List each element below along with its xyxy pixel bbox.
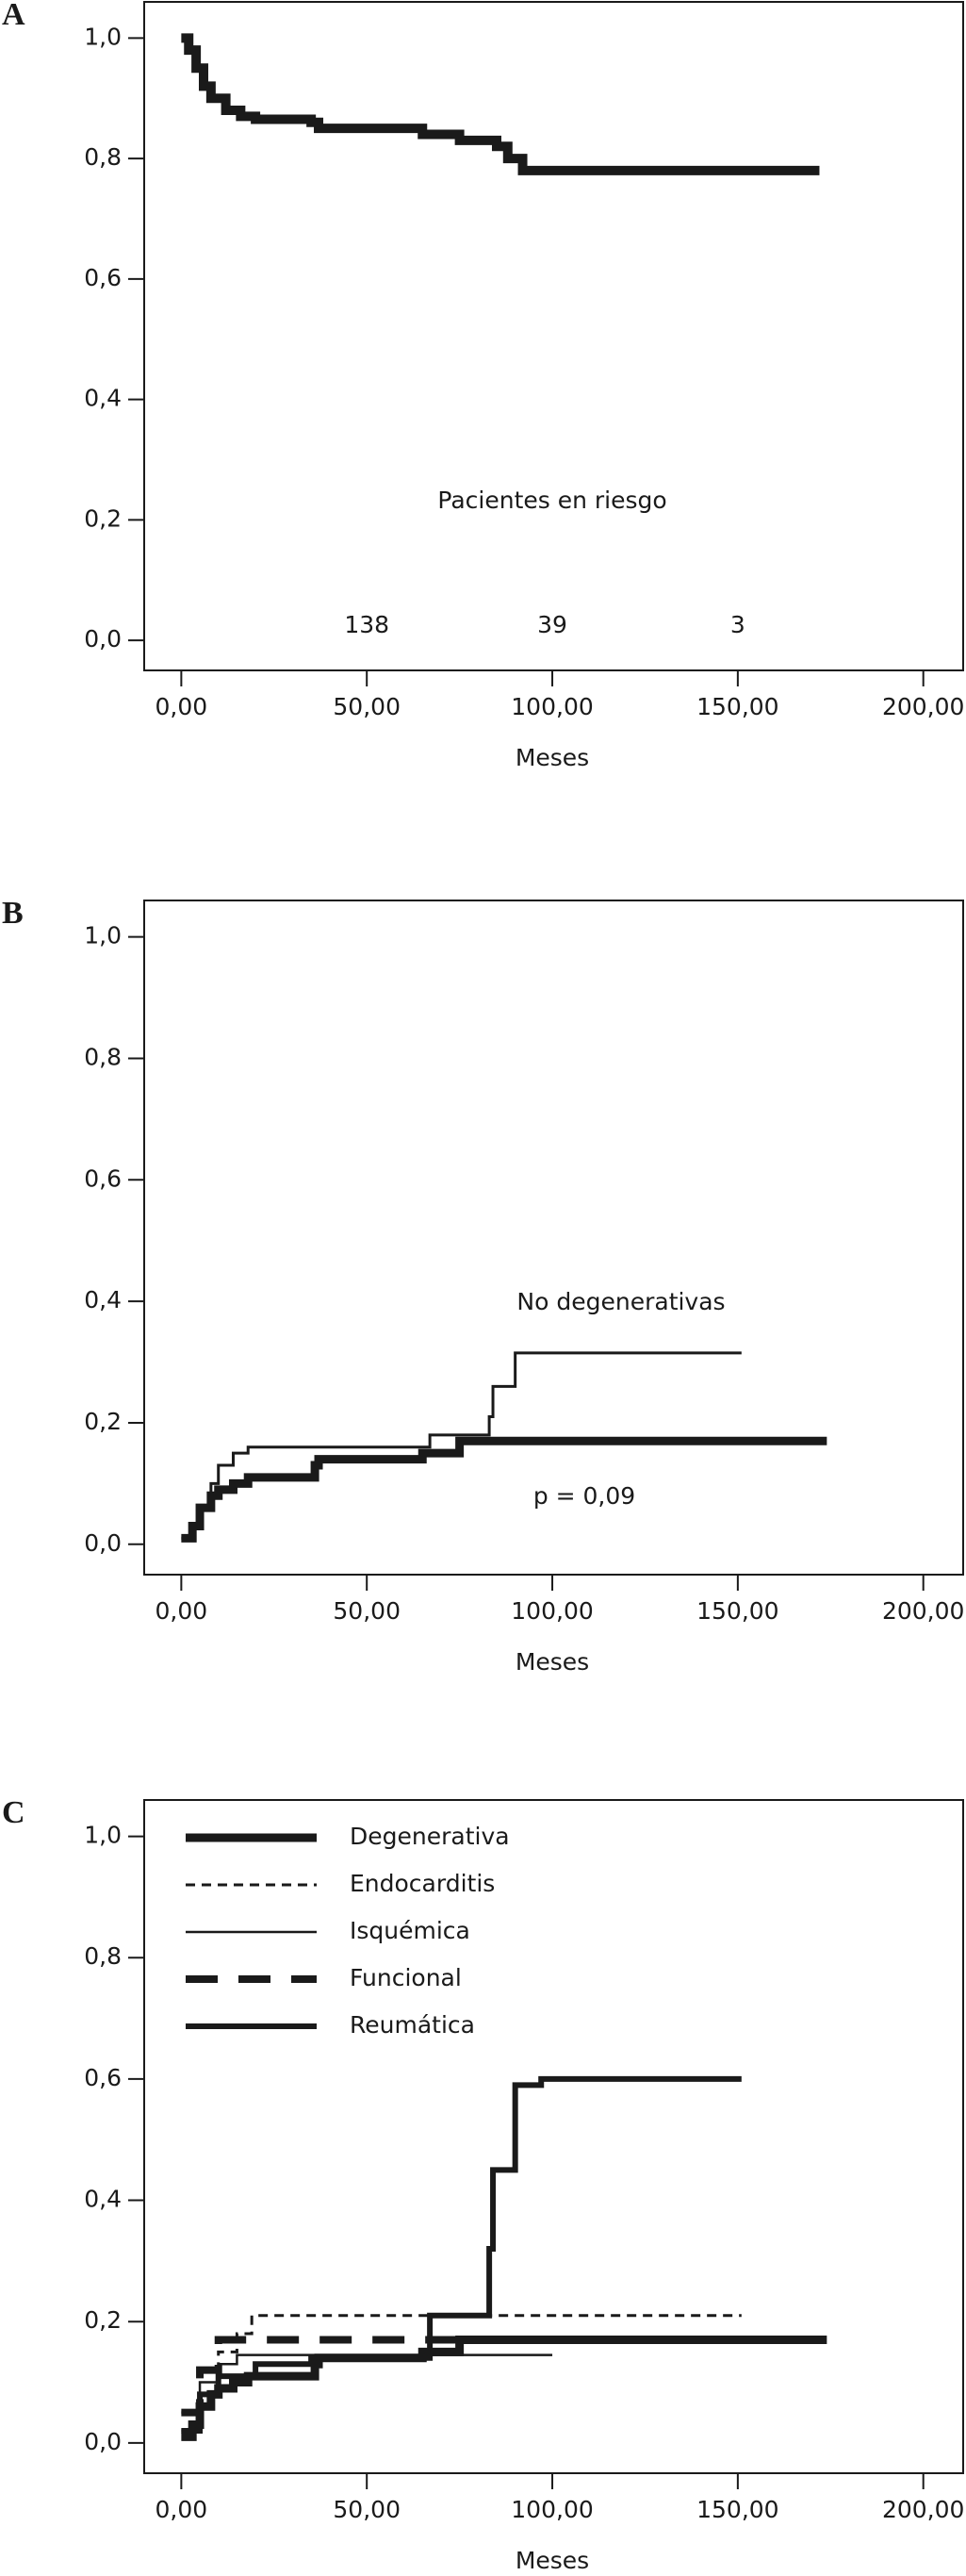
- x-tick-label: 150,00: [696, 693, 778, 720]
- x-axis-label: Meses: [516, 1648, 589, 1676]
- x-tick-label: 100,00: [511, 1597, 593, 1625]
- y-tick-label: 0,4: [84, 385, 122, 412]
- legend-label: Degenerativa: [350, 1823, 510, 1850]
- x-tick-label: 50,00: [333, 693, 401, 720]
- survival-line: [181, 2336, 460, 2417]
- annotation: p = 0,09: [533, 1482, 635, 1510]
- at-risk-value: 3: [730, 611, 745, 638]
- y-tick-label: 0,8: [84, 143, 122, 171]
- panel-label: B: [2, 896, 24, 931]
- x-tick-label: 0,00: [156, 2496, 208, 2523]
- y-tick-label: 0,6: [84, 264, 122, 291]
- panel-label: C: [2, 1795, 25, 1830]
- y-tick-label: 0,2: [84, 1408, 122, 1435]
- x-axis-label: Meses: [516, 2547, 589, 2574]
- y-tick-label: 0,6: [84, 1164, 122, 1192]
- x-tick-label: 200,00: [882, 1597, 964, 1625]
- x-tick-label: 50,00: [333, 2496, 401, 2523]
- y-tick-label: 0,8: [84, 1942, 122, 1970]
- legend-label: Endocarditis: [350, 1870, 495, 1897]
- y-tick-label: 1,0: [84, 23, 122, 50]
- x-tick-label: 100,00: [511, 2496, 593, 2523]
- survival-line: [181, 1436, 827, 1543]
- y-tick-label: 0,4: [84, 2186, 122, 2213]
- plot-box: [143, 1, 964, 671]
- survival-line: [181, 33, 820, 175]
- y-tick-label: 0,6: [84, 2064, 122, 2091]
- y-tick-label: 1,0: [84, 1822, 122, 1849]
- x-tick-label: 200,00: [882, 2496, 964, 2523]
- annotation: No degenerativas: [516, 1288, 725, 1315]
- x-tick-label: 50,00: [333, 1597, 401, 1625]
- x-tick-label: 200,00: [882, 693, 964, 720]
- legend-label: Isquémica: [350, 1917, 470, 1944]
- panel: C 0,0 0,2 0,4 0,6 0,8 1,0 0,00 50,00 100,00 150,00…: [2, 1795, 964, 2574]
- y-tick-label: 0,2: [84, 2306, 122, 2334]
- y-tick-label: 1,0: [84, 922, 122, 949]
- panel: B 0,0 0,2 0,4 0,6 0,8 1,0 0,00 50,00 100,00 150,00…: [2, 896, 964, 1676]
- y-tick-label: 0,0: [84, 1529, 122, 1557]
- x-tick-label: 100,00: [511, 693, 593, 720]
- x-axis-label: Meses: [516, 744, 589, 771]
- x-tick-label: 150,00: [696, 1597, 778, 1625]
- y-tick-label: 0,8: [84, 1043, 122, 1070]
- legend-label: Reumática: [350, 2011, 475, 2039]
- panel-label: A: [2, 0, 25, 32]
- panel: A 0,0 0,2 0,4 0,6 0,8 1,0 0,00 50,00 100,00 150,00…: [2, 0, 964, 771]
- x-tick-label: 150,00: [696, 2496, 778, 2523]
- at-risk-value: 138: [344, 611, 389, 638]
- plot-box: [143, 1799, 964, 2474]
- y-tick-label: 0,4: [84, 1286, 122, 1313]
- x-tick-label: 0,00: [156, 1597, 208, 1625]
- x-tick-label: 0,00: [156, 693, 208, 720]
- plot-box: [143, 900, 964, 1576]
- at-risk-title: Pacientes en riesgo: [437, 487, 666, 514]
- y-tick-label: 0,0: [84, 2428, 122, 2455]
- survival-line: [181, 2075, 742, 2434]
- legend-label: Funcional: [350, 1964, 462, 1991]
- at-risk-value: 39: [537, 611, 567, 638]
- y-tick-label: 0,0: [84, 625, 122, 652]
- y-tick-label: 0,2: [84, 504, 122, 532]
